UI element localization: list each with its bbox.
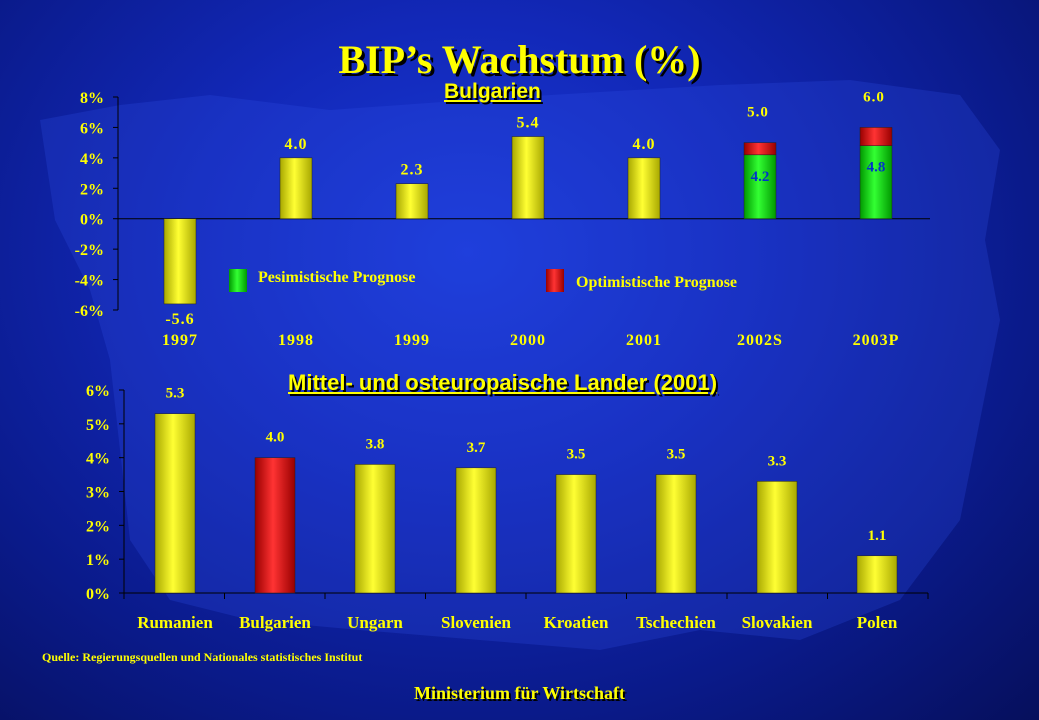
- chart2-bars: [154, 413, 898, 594]
- chart2-axes: 6% 5% 4% 3% 2% 1% 0%: [86, 383, 929, 603]
- chart1-bar: [627, 157, 661, 219]
- chart1-category-label: 2001: [626, 332, 662, 349]
- chart1-value-label: 4.0: [633, 136, 656, 153]
- chart2-value-label: 3.3: [768, 453, 787, 469]
- chart1-category-label: 1999: [394, 332, 430, 349]
- chart1-bar: [279, 157, 313, 219]
- chart2-category-label: Tschechien: [636, 613, 716, 632]
- chart2-value-label: 3.8: [366, 436, 385, 452]
- chart2-value-label: 1.1: [868, 528, 887, 544]
- page-title: BIP’s Wachstum (%): [338, 37, 701, 82]
- footer-ministry: Ministerium für Wirtschaft: [414, 683, 625, 703]
- chart2-bar: [856, 555, 898, 594]
- chart2-category-label: Slovakien: [742, 613, 813, 632]
- chart2-ytick-label: 5%: [86, 417, 110, 434]
- chart2-category-label: Polen: [857, 613, 898, 632]
- source-note: Quelle: Regierungsquellen und Nationales…: [42, 650, 363, 664]
- chart2-value-label: 3.5: [667, 447, 686, 463]
- chart1-legend-swatch: [229, 269, 247, 292]
- chart2-labels: Rumanien Bulgarien Ungarn Slovenien Kroatien…: [137, 386, 898, 632]
- chart1-ytick-label: 0%: [80, 212, 104, 229]
- chart1-inner-label: 4.8: [867, 160, 886, 176]
- chart2-bar: [555, 474, 597, 594]
- chart2-bar: [756, 481, 798, 594]
- chart1-category-label: 2003P: [853, 332, 900, 349]
- chart2-bar: [354, 464, 396, 594]
- chart1-category-label: 2000: [510, 332, 546, 349]
- chart1-ytick-label: 6%: [80, 120, 104, 137]
- chart1-bar: [163, 218, 197, 305]
- chart1-bar: [511, 136, 545, 219]
- chart1-bars: [163, 127, 893, 305]
- chart1-bar-pessimistic: [743, 154, 777, 219]
- chart1-ytick-label: 8%: [80, 90, 104, 107]
- chart2-bar: [455, 467, 497, 594]
- chart1-legend-label: Optimistische Prognose: [576, 274, 737, 291]
- chart2-ytick-label: 6%: [86, 383, 110, 400]
- chart2-ytick-label: 1%: [86, 552, 110, 569]
- chart2-ytick-label: 2%: [86, 518, 110, 535]
- chart2-value-label: 5.3: [166, 386, 185, 402]
- chart2-category-label: Kroatien: [544, 613, 609, 632]
- chart2-ytick-label: 3%: [86, 485, 110, 502]
- chart1-value-label: 5.0: [747, 105, 769, 121]
- chart2-ytick-label: 4%: [86, 451, 110, 468]
- chart1-labels: 1997 1998 1999 2000 2001 2002S 2003P -5.6 4.0 2.3…: [162, 89, 900, 349]
- chart1-category-label: 2002S: [737, 332, 783, 349]
- chart1-category-label: 1998: [278, 332, 314, 349]
- chart1-legend-swatch: [546, 269, 564, 292]
- chart1-inner-label: 4.2: [751, 169, 770, 185]
- chart1-legend-label: Pesimistische Prognose: [258, 269, 415, 286]
- chart1-value-label: 2.3: [401, 162, 424, 179]
- chart2-value-label: 4.0: [266, 430, 285, 446]
- chart1-ytick-label: -4%: [75, 273, 104, 290]
- chart2-value-label: 3.7: [467, 440, 486, 456]
- chart1-value-label: 4.0: [285, 136, 308, 153]
- chart2-category-label: Rumanien: [137, 613, 213, 632]
- chart1-value-label: 5.4: [517, 115, 540, 132]
- chart1-bar-pessimistic: [859, 145, 893, 219]
- chart1-ytick-label: -2%: [75, 242, 104, 259]
- chart1-bar: [395, 183, 429, 219]
- chart1-ytick-label: 4%: [80, 151, 104, 168]
- chart2-category-label: Ungarn: [347, 613, 403, 632]
- chart2-category-label: Slovenien: [441, 613, 511, 632]
- chart2-ytick-label: 0%: [86, 586, 110, 603]
- chart1-value-label: 6.0: [863, 89, 885, 105]
- chart2-bar: [154, 413, 196, 594]
- chart1-ytick-label: -6%: [75, 303, 104, 320]
- chart1-ytick-label: 2%: [80, 181, 104, 198]
- chart2-bar: [655, 474, 697, 594]
- chart2-value-label: 3.5: [567, 447, 586, 463]
- chart2-title: Mittel- und osteuropaische Lander (2001): [288, 370, 718, 395]
- chart1-title: Bulgarien: [444, 80, 541, 103]
- chart1-category-label: 1997: [162, 332, 198, 349]
- chart1-bar-optimistic: [859, 127, 893, 146]
- chart1-bar-optimistic: [743, 142, 777, 156]
- chart2-bar: [254, 457, 296, 594]
- chart1-value-label: -5.6: [165, 311, 194, 328]
- chart1-legend: Pesimistische Prognose Optimistische Prog…: [229, 269, 737, 292]
- chart2-category-label: Bulgarien: [239, 613, 311, 632]
